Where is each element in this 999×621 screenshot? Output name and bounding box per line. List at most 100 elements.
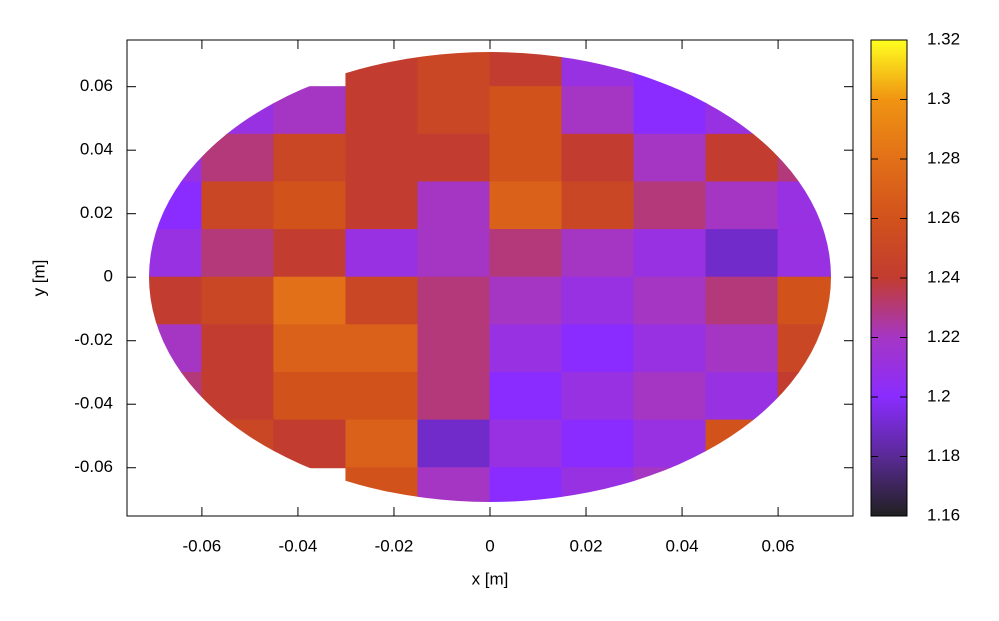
heat-cell	[561, 371, 635, 421]
heat-cell	[417, 229, 491, 278]
heatmap-cells	[149, 52, 831, 502]
x-tick-label: -0.06	[183, 536, 222, 555]
heat-cell	[417, 276, 491, 326]
heat-cell	[705, 276, 779, 326]
heat-cell	[273, 229, 347, 278]
heat-cell	[417, 181, 491, 231]
heat-cell	[417, 52, 491, 88]
y-axis-label: y [m]	[29, 260, 48, 297]
x-tick-label: 0.06	[762, 536, 795, 555]
heat-cell	[705, 371, 779, 421]
heat-cell	[273, 276, 347, 326]
heat-cell	[561, 419, 635, 469]
heat-cell	[633, 419, 707, 469]
colorbar-tick-label: 1.32	[927, 29, 960, 48]
colorbar-tick-label: 1.26	[927, 208, 960, 227]
x-tick-label: 0.04	[666, 536, 699, 555]
y-tick-label: -0.04	[74, 394, 113, 413]
heat-cell	[201, 229, 275, 278]
heat-cell	[201, 419, 275, 469]
heat-cell	[345, 467, 419, 502]
colorbar-tick-label: 1.22	[927, 327, 960, 346]
heat-cell	[417, 371, 491, 421]
colorbar-tick-label: 1.18	[927, 446, 960, 465]
heat-cell	[705, 181, 779, 231]
heat-cell	[489, 324, 563, 373]
heat-cell	[633, 229, 707, 278]
x-tick-label: 0	[485, 536, 494, 555]
heat-cell	[489, 181, 563, 231]
heat-cell	[417, 133, 491, 183]
x-tick-label: -0.02	[375, 536, 414, 555]
heat-cell	[489, 52, 563, 88]
heat-cell	[777, 133, 831, 183]
colorbar-tick-label: 1.28	[927, 148, 960, 167]
heat-cell	[777, 276, 831, 326]
heat-cell	[705, 86, 779, 135]
y-tick-label: -0.02	[74, 330, 113, 349]
heat-cell	[149, 276, 203, 326]
heat-cell	[149, 133, 203, 183]
y-tick-label: -0.06	[74, 457, 113, 476]
heat-cell	[489, 371, 563, 421]
colorbar-tick-label: 1.24	[927, 267, 960, 286]
heat-cell	[705, 229, 779, 278]
x-tick-label: -0.04	[279, 536, 318, 555]
heat-cell	[561, 467, 635, 502]
colorbar-tick-label: 1.3	[927, 89, 951, 108]
heat-cell	[273, 181, 347, 231]
heat-cell	[777, 181, 831, 231]
heat-cell	[345, 276, 419, 326]
heat-cell	[273, 133, 347, 183]
heat-cell	[633, 181, 707, 231]
heat-cell	[149, 229, 203, 278]
heat-cell	[705, 324, 779, 373]
heat-cell	[273, 371, 347, 421]
heat-cell	[149, 324, 203, 373]
heat-cell	[561, 133, 635, 183]
heat-cell	[561, 181, 635, 231]
heat-cell	[489, 276, 563, 326]
heat-cell	[273, 86, 347, 135]
heat-cell	[777, 324, 831, 373]
y-tick-label: 0.06	[80, 76, 113, 95]
heat-cell	[489, 229, 563, 278]
heat-cell	[561, 52, 635, 88]
heat-cell	[705, 133, 779, 183]
heat-cell	[345, 324, 419, 373]
heat-cell	[345, 86, 419, 135]
colorbar-tick-label: 1.2	[927, 386, 951, 405]
heat-cell	[633, 467, 707, 502]
heat-cell	[149, 181, 203, 231]
heat-cell	[489, 419, 563, 469]
heat-cell	[201, 181, 275, 231]
x-axis-label: x [m]	[472, 569, 509, 588]
heat-cell	[201, 371, 275, 421]
y-tick-label: 0	[104, 267, 113, 286]
heat-cell	[561, 86, 635, 135]
heat-cell	[345, 229, 419, 278]
heat-cell	[633, 276, 707, 326]
y-tick-label: 0.02	[80, 203, 113, 222]
heat-cell	[201, 276, 275, 326]
colorbar-tick-label: 1.16	[927, 505, 960, 524]
heat-cell	[417, 419, 491, 469]
heat-cell	[777, 371, 831, 421]
heat-cell	[273, 419, 347, 469]
heat-cell	[633, 86, 707, 135]
heat-cell	[201, 86, 275, 135]
heat-cell	[489, 467, 563, 502]
y-tick-label: 0.04	[80, 140, 113, 159]
heat-cell	[201, 133, 275, 183]
heat-cell	[489, 86, 563, 135]
heat-cell	[777, 229, 831, 278]
heat-cell	[417, 324, 491, 373]
heat-cell	[345, 181, 419, 231]
heat-cell	[345, 371, 419, 421]
heat-cell	[705, 419, 779, 469]
heat-cell	[633, 371, 707, 421]
heat-cell	[273, 324, 347, 373]
heat-cell	[417, 467, 491, 502]
heat-cell	[345, 52, 419, 88]
